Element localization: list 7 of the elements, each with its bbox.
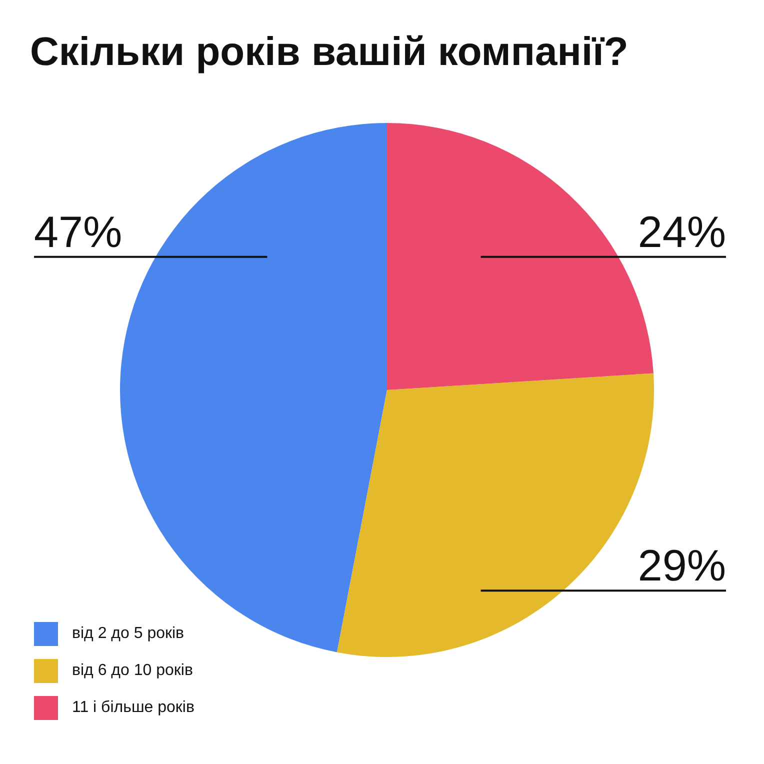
data-label: 47% <box>34 208 122 257</box>
legend-label: від 2 до 5 років <box>72 624 184 642</box>
data-label: 24% <box>638 208 726 257</box>
legend-label: 11 і більше років <box>72 698 194 716</box>
data-label: 29% <box>638 542 726 591</box>
legend-label: від 6 до 10 років <box>72 662 193 680</box>
chart-title: Скільки років вашій компанії? <box>30 30 628 75</box>
